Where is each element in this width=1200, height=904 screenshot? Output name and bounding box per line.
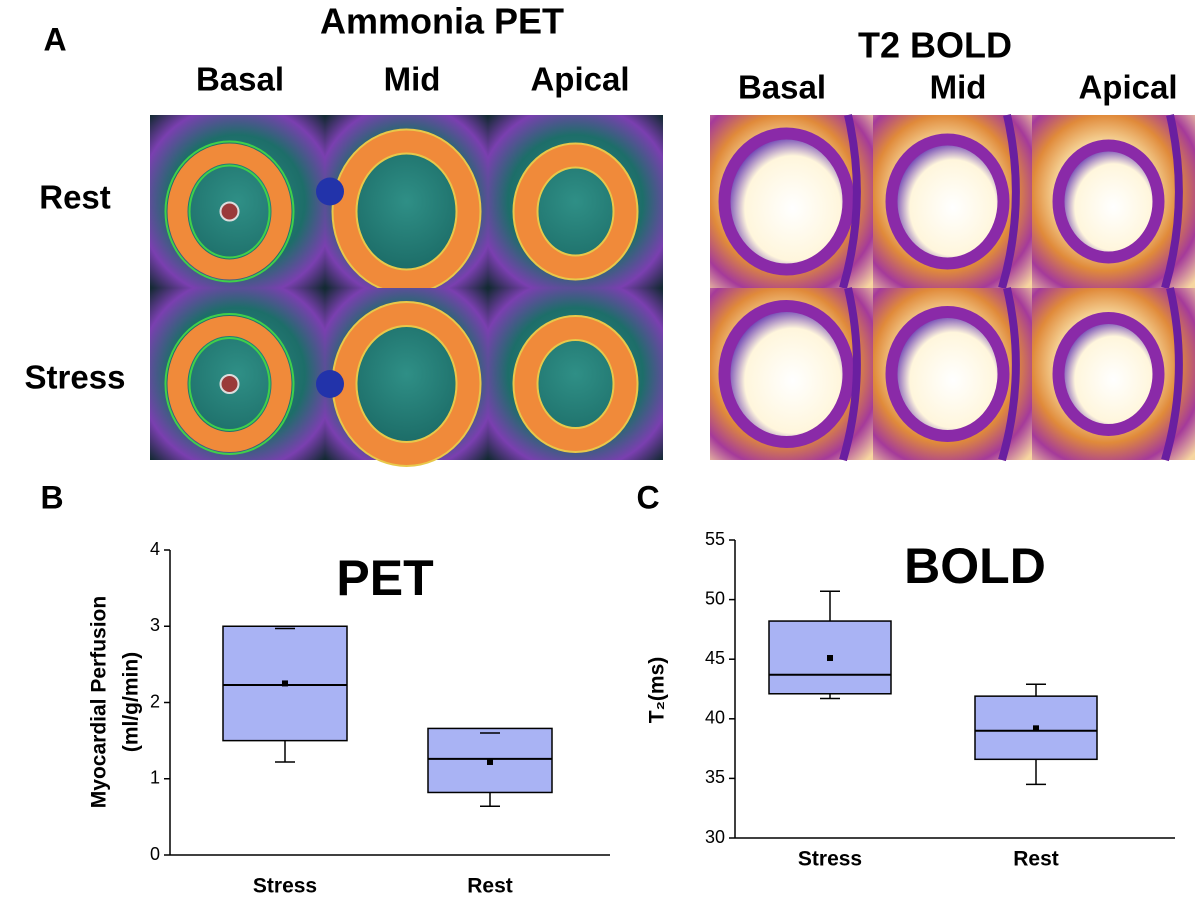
panel-letter: B bbox=[40, 479, 63, 515]
column-label: Basal bbox=[196, 61, 284, 98]
y-tick-label: 4 bbox=[150, 539, 160, 559]
myocardium-ring bbox=[513, 316, 638, 452]
y-tick-label: 3 bbox=[150, 615, 160, 635]
bold-stripe bbox=[998, 114, 1020, 290]
panel-letter: C bbox=[636, 479, 659, 515]
bold-stripe bbox=[839, 114, 861, 290]
panel-letter: A bbox=[43, 21, 66, 57]
pet-title: Ammonia PET bbox=[320, 1, 564, 42]
y-tick-label: 55 bbox=[705, 529, 725, 549]
center-marker bbox=[219, 201, 240, 222]
ring-outline bbox=[164, 140, 295, 283]
y-axis-label: T₂(ms) bbox=[646, 657, 669, 724]
ring-outline bbox=[188, 337, 271, 431]
ring-outline bbox=[355, 325, 458, 443]
y-axis-label: (ml/g/min) bbox=[120, 652, 143, 752]
x-tick-label: Rest bbox=[1013, 848, 1059, 871]
bold-stripe bbox=[839, 287, 861, 462]
y-tick-label: 35 bbox=[705, 767, 725, 787]
chart-title: BOLD bbox=[904, 538, 1046, 594]
ring-outline bbox=[536, 339, 615, 429]
x-tick-label: Rest bbox=[467, 875, 513, 898]
y-tick-label: 0 bbox=[150, 844, 160, 864]
bold-title: T2 BOLD bbox=[858, 25, 1012, 66]
myocardium-ring bbox=[167, 143, 292, 280]
ring-outline bbox=[512, 142, 639, 281]
bold-ring bbox=[885, 133, 1010, 270]
ring-outline bbox=[512, 315, 639, 453]
bold-ring bbox=[1052, 312, 1165, 436]
mean bbox=[487, 758, 493, 765]
x-tick-label: Stress bbox=[798, 848, 862, 871]
ring-outline bbox=[188, 164, 271, 259]
column-label: Apical bbox=[530, 61, 629, 98]
mean bbox=[1033, 725, 1039, 732]
chart-title: PET bbox=[336, 550, 433, 606]
myocardium-ring bbox=[513, 143, 638, 280]
myocardium-ring bbox=[167, 316, 292, 452]
bold-stripe bbox=[1161, 287, 1183, 462]
ring-outline bbox=[355, 152, 458, 271]
center-marker bbox=[219, 374, 240, 394]
row-label: Rest bbox=[39, 179, 111, 216]
bold-stripe bbox=[998, 287, 1020, 462]
row-label: Stress bbox=[25, 359, 126, 396]
y-tick-label: 45 bbox=[705, 648, 725, 668]
bold-stripe bbox=[1161, 114, 1183, 290]
bold-ring bbox=[718, 127, 855, 276]
y-tick-label: 1 bbox=[150, 768, 160, 788]
column-label: Mid bbox=[930, 69, 987, 106]
mean bbox=[827, 655, 833, 662]
y-tick-label: 50 bbox=[705, 588, 725, 608]
ring-outline bbox=[536, 166, 615, 257]
column-label: Apical bbox=[1078, 69, 1177, 106]
bold-ring bbox=[885, 306, 1010, 442]
myocardium-ring bbox=[332, 302, 481, 466]
blue-marker bbox=[316, 370, 344, 398]
ring-outline bbox=[164, 313, 295, 455]
bold-ring bbox=[1052, 139, 1165, 264]
y-tick-label: 2 bbox=[150, 691, 160, 711]
image-panels bbox=[150, 114, 1195, 467]
x-tick-label: Stress bbox=[253, 875, 317, 898]
bold-ring bbox=[718, 300, 855, 448]
y-tick-label: 30 bbox=[705, 827, 725, 847]
y-axis-label: Myocardial Perfusion bbox=[88, 596, 111, 808]
y-tick-label: 40 bbox=[705, 708, 725, 728]
blue-marker bbox=[316, 177, 344, 206]
column-label: Basal bbox=[738, 69, 826, 106]
column-label: Mid bbox=[384, 61, 441, 98]
mean bbox=[282, 680, 288, 687]
myocardium-ring bbox=[332, 129, 481, 294]
